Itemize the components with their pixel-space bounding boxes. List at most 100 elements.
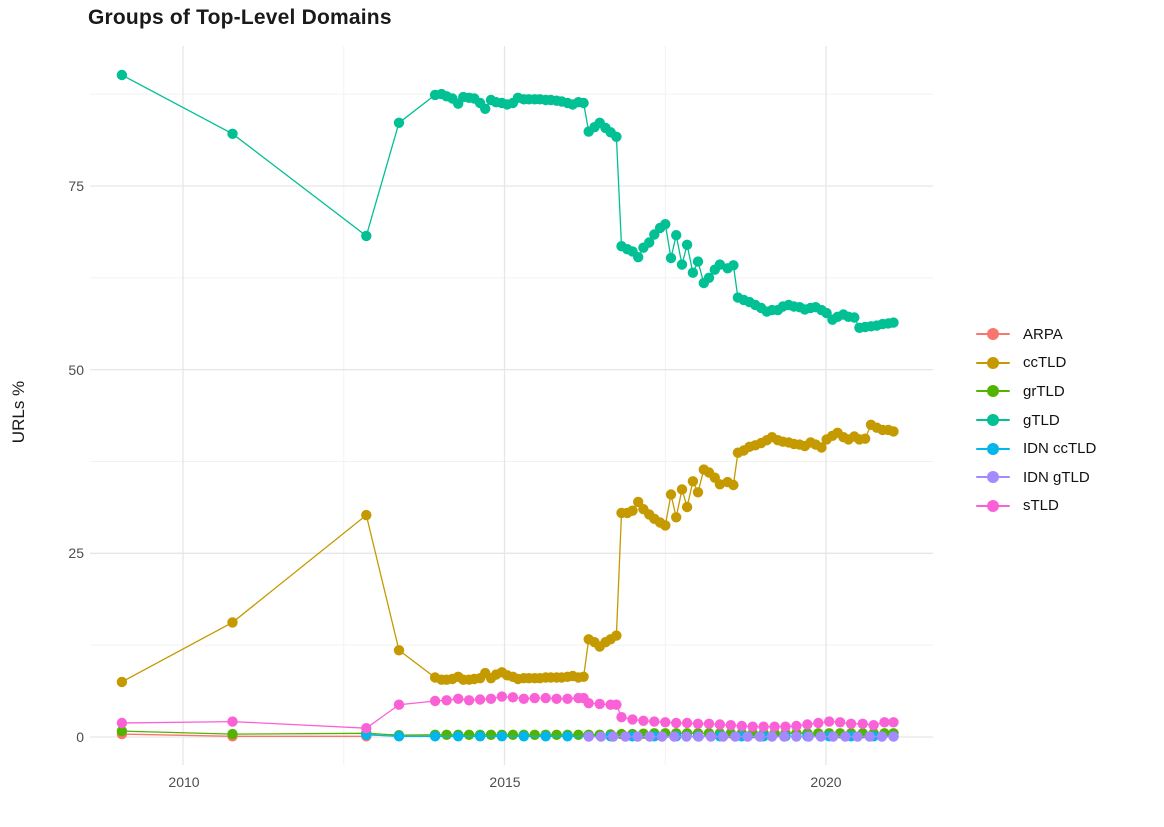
data-point-cctld <box>116 676 128 688</box>
data-point-stld <box>692 718 704 729</box>
data-point-stld <box>671 717 682 729</box>
data-point-gtld <box>578 97 589 109</box>
data-point-idn-cctld <box>540 731 551 742</box>
data-point-idn-gtld <box>803 731 814 742</box>
data-point-stld <box>496 691 508 702</box>
data-point-stld <box>529 692 540 704</box>
legend-label: grTLD <box>1023 382 1065 400</box>
data-point-grtld <box>507 729 519 740</box>
data-point-grtld <box>529 729 540 740</box>
data-point-stld <box>649 716 660 727</box>
data-point-stld <box>681 717 693 729</box>
data-point-idn-gtld <box>669 731 680 742</box>
data-point-idn-gtld <box>644 731 655 742</box>
data-point-cctld <box>816 442 827 453</box>
data-point-gtld <box>227 128 238 139</box>
data-point-stld <box>463 695 475 706</box>
legend-key-icon <box>976 414 1010 427</box>
data-point-cctld <box>676 484 688 495</box>
data-point-idn-gtld <box>620 731 631 742</box>
data-point-gtld <box>676 259 688 270</box>
data-point-cctld <box>687 476 699 487</box>
legend-label: ARPA <box>1023 325 1063 343</box>
data-point-gtld <box>687 267 699 278</box>
data-point-cctld <box>393 645 405 656</box>
data-point-cctld <box>627 505 638 516</box>
data-point-gtld <box>393 117 405 128</box>
data-point-gtld <box>714 259 726 270</box>
legend-item-cctld: ccTLD <box>976 349 1096 378</box>
legend-label: gTLD <box>1023 411 1060 429</box>
data-point-idn-gtld <box>815 731 827 742</box>
data-point-cctld <box>660 520 671 531</box>
data-point-gtld <box>480 103 491 115</box>
data-point-grtld <box>485 729 497 740</box>
data-point-grtld <box>116 725 128 737</box>
data-point-stld <box>857 718 868 729</box>
data-point-idn-gtld <box>717 731 729 742</box>
y-tick-label-0: 0 <box>76 729 84 745</box>
legend-item-idn-cctld: IDN ccTLD <box>976 434 1096 463</box>
data-point-idn-gtld <box>742 731 753 742</box>
data-point-idn-gtld <box>681 731 692 742</box>
data-point-gtld <box>611 131 622 142</box>
legend-label: IDN gTLD <box>1023 468 1090 486</box>
data-point-idn-gtld <box>705 731 717 742</box>
x-tick-label-2010: 2010 <box>168 774 200 790</box>
data-point-stld <box>758 721 769 732</box>
data-point-gtld <box>660 219 671 230</box>
data-point-gtld <box>849 312 860 323</box>
legend-item-arpa: ARPA <box>976 320 1096 349</box>
data-point-idn-gtld <box>730 731 741 742</box>
data-point-stld <box>429 695 441 707</box>
data-point-idn-gtld <box>693 731 704 742</box>
data-point-idn-gtld <box>608 731 619 742</box>
data-point-idn-gtld <box>827 731 839 742</box>
data-point-stld <box>714 719 726 730</box>
data-point-stld <box>703 718 715 729</box>
data-point-gtld <box>633 252 644 263</box>
data-point-gtld <box>692 256 704 267</box>
data-point-stld <box>802 719 813 730</box>
data-point-stld <box>736 720 747 732</box>
legend-key-icon <box>976 356 1010 369</box>
data-point-idn-gtld <box>864 731 875 742</box>
data-point-grtld <box>463 729 475 740</box>
data-point-stld <box>393 699 405 710</box>
data-point-stld <box>616 712 627 723</box>
data-point-idn-gtld <box>852 731 863 742</box>
data-point-idn-gtld <box>595 731 607 742</box>
data-point-stld <box>361 723 372 734</box>
data-point-stld <box>594 698 605 710</box>
data-point-cctld <box>665 489 677 500</box>
data-point-stld <box>845 718 857 729</box>
data-point-gtld <box>665 252 677 264</box>
data-point-stld <box>725 720 736 731</box>
data-point-stld <box>813 717 824 729</box>
data-point-stld <box>441 695 452 706</box>
data-point-idn-cctld <box>474 731 486 742</box>
data-point-stld <box>868 720 879 731</box>
data-point-idn-cctld <box>518 731 529 742</box>
data-point-grtld <box>573 729 584 740</box>
data-point-cctld <box>671 512 682 523</box>
legend-item-gtld: gTLD <box>976 406 1096 435</box>
data-point-stld <box>507 692 519 703</box>
data-point-gtld <box>361 230 372 242</box>
data-point-cctld <box>611 630 622 641</box>
data-point-stld <box>791 720 802 732</box>
legend-key-icon <box>976 328 1010 341</box>
data-point-stld <box>453 693 464 704</box>
data-point-stld <box>888 717 899 728</box>
legend-key-icon <box>976 471 1010 484</box>
data-point-idn-cctld <box>562 731 573 742</box>
data-point-stld <box>116 717 128 729</box>
data-point-stld <box>660 717 671 728</box>
y-tick-label-25: 25 <box>68 545 84 561</box>
legend: ARPA ccTLD grTLD gTLD IDN ccTLD IDN gTLD… <box>976 320 1096 520</box>
data-point-stld <box>747 721 758 732</box>
data-point-cctld <box>681 501 693 513</box>
data-point-stld <box>227 716 238 727</box>
